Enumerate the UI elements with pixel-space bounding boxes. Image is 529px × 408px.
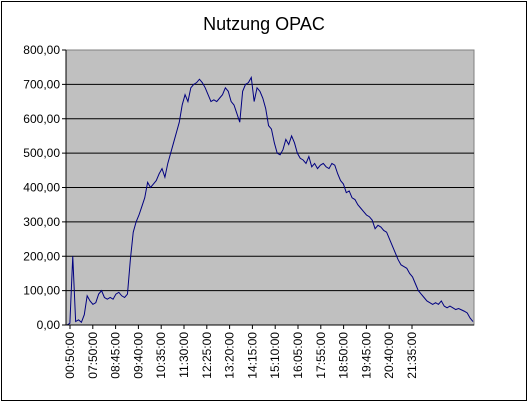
y-tick-label: 400,00 xyxy=(23,181,60,195)
y-tick-label: 200,00 xyxy=(23,249,60,263)
x-tick-label: 10:35:00 xyxy=(154,332,168,379)
x-tick-label: 12:25:00 xyxy=(200,332,214,379)
x-tick-label: 15:10:00 xyxy=(268,332,282,379)
x-axis-tick-labels: 00:50:00 07:50:00 08:45:00 09:40:00 10:35:00… xyxy=(63,332,419,379)
x-tick-label: 16:05:00 xyxy=(291,332,305,379)
x-tick-label: 20:40:00 xyxy=(382,332,396,379)
x-tick-label: 18:50:00 xyxy=(337,332,351,379)
chart-title: Nutzung OPAC xyxy=(203,14,325,34)
x-tick-label: 11:30:00 xyxy=(177,332,191,378)
x-tick-label: 17:55:00 xyxy=(314,332,328,379)
x-tick-label: 07:50:00 xyxy=(86,332,100,379)
y-axis-tick-labels: 0,00 100,00 200,00 300,00 400,00 500,00 600,00… xyxy=(23,43,66,332)
x-tick-label: 19:45:00 xyxy=(359,332,373,379)
x-axis-tick-marks xyxy=(69,325,413,329)
y-tick-label: 700,00 xyxy=(23,77,60,91)
y-tick-label: 100,00 xyxy=(23,284,60,298)
x-tick-label: 14:15:00 xyxy=(245,332,259,379)
x-tick-label: 00:50:00 xyxy=(63,332,77,379)
x-tick-label: 08:45:00 xyxy=(109,332,123,379)
y-tick-label: 0,00 xyxy=(37,318,61,332)
y-tick-label: 500,00 xyxy=(23,146,60,160)
x-tick-label: 21:35:00 xyxy=(405,332,419,379)
x-tick-label: 09:40:00 xyxy=(131,332,145,379)
y-tick-label: 600,00 xyxy=(23,112,60,126)
series-line xyxy=(66,75,474,326)
y-tick-label: 300,00 xyxy=(23,215,60,229)
x-tick-label: 13:20:00 xyxy=(223,332,237,379)
grid-lines xyxy=(66,83,474,292)
y-tick-label: 800,00 xyxy=(23,43,60,57)
